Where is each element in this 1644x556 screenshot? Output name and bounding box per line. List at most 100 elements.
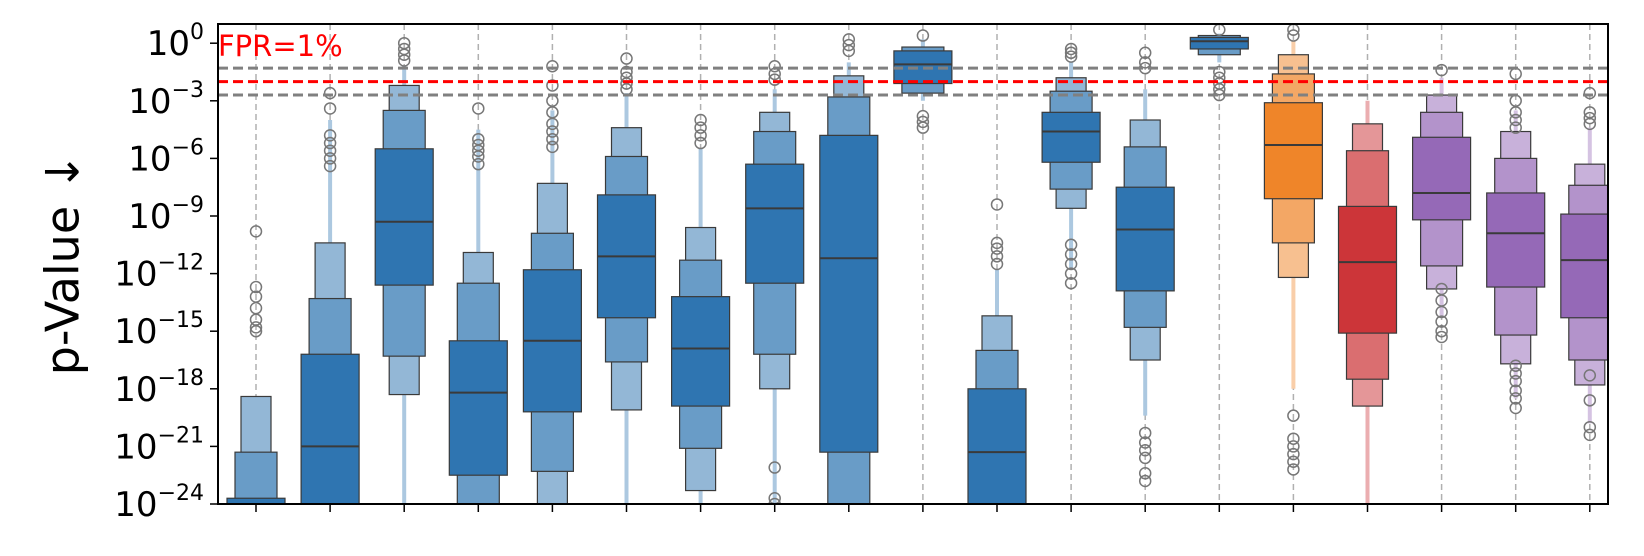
outlier-point — [397, 48, 411, 61]
boxen-box — [1411, 136, 1472, 221]
plot-frame — [217, 23, 1609, 505]
outlier-point — [472, 150, 485, 163]
outlier-point — [249, 225, 263, 238]
outlier-point — [1138, 443, 1152, 457]
outlier-point — [1509, 106, 1522, 119]
boxen-group — [1263, 24, 1324, 476]
boxen-group — [1337, 100, 1398, 504]
outlier-point — [768, 497, 781, 504]
outlier-point — [1287, 455, 1300, 469]
outlier-point — [990, 242, 1004, 255]
boxen-box — [670, 296, 731, 407]
outlier-point — [1138, 467, 1152, 480]
outlier-point — [694, 113, 707, 127]
outlier-point — [1138, 426, 1152, 440]
outlier-point — [1138, 451, 1152, 465]
x-axis-ticks — [255, 504, 1591, 512]
boxen-group — [819, 33, 879, 504]
outlier-point — [1583, 111, 1597, 125]
outlier-point — [1435, 315, 1448, 328]
boxen-box — [1560, 213, 1608, 319]
outlier-point — [916, 29, 930, 42]
y-tick-label: 10−15 — [114, 308, 204, 352]
outlier-point — [546, 140, 559, 154]
boxen-box — [374, 148, 434, 286]
outlier-point — [916, 121, 930, 134]
outlier-point — [323, 152, 337, 165]
outlier-point — [1509, 374, 1522, 388]
outlier-point — [1287, 440, 1300, 453]
outlier-point — [1287, 29, 1300, 42]
outlier-point — [1509, 359, 1522, 373]
outlier-point — [1064, 257, 1078, 271]
outlier-point — [990, 250, 1004, 263]
outlier-point — [472, 144, 485, 157]
outlier-point — [1583, 369, 1597, 382]
outlier-point — [1435, 330, 1448, 344]
boxen-box — [1041, 111, 1101, 163]
outlier-point — [1213, 83, 1226, 96]
outlier-point — [1509, 392, 1522, 405]
outlier-point — [249, 324, 263, 338]
y-tick-label: 10−18 — [114, 366, 204, 410]
boxen-box — [745, 163, 805, 284]
boxen-group — [596, 52, 657, 504]
boxen-box — [1189, 36, 1249, 50]
boxen-box — [1337, 205, 1398, 334]
outlier-point — [916, 115, 930, 129]
boxen-group — [1560, 86, 1608, 442]
outlier-point — [1583, 86, 1597, 100]
outlier-point — [1509, 113, 1522, 127]
boxen-box — [967, 388, 1027, 504]
outlier-point — [1064, 248, 1078, 261]
outlier-point — [1138, 46, 1152, 60]
outlier-point — [1138, 474, 1152, 488]
outlier-point — [546, 79, 559, 92]
outlier-point — [990, 257, 1004, 271]
outlier-point — [323, 136, 337, 150]
outlier-point — [842, 38, 856, 52]
y-axis-label: p-Value ↓ — [36, 153, 90, 376]
boxen-group — [1411, 63, 1472, 344]
boxen-box — [893, 50, 953, 85]
outlier-point — [323, 129, 337, 142]
boxen-group — [522, 59, 583, 504]
y-tick-label: 10−6 — [128, 135, 204, 179]
outlier-point — [1583, 428, 1597, 442]
boxen-group — [967, 198, 1027, 504]
outlier-point — [842, 44, 856, 58]
outlier-point — [1287, 447, 1300, 461]
boxen-group — [1189, 24, 1249, 102]
boxen-series — [226, 24, 1608, 504]
boxen-group — [300, 86, 360, 504]
outlier-point — [323, 102, 337, 115]
y-tick-label: 10−9 — [128, 193, 204, 237]
outlier-point — [472, 102, 485, 115]
outlier-point — [1138, 436, 1152, 449]
outlier-point — [1435, 63, 1448, 77]
outlier-point — [1064, 42, 1078, 56]
outlier-point — [323, 159, 337, 173]
boxen-box — [1486, 192, 1546, 288]
outlier-point — [694, 129, 707, 142]
outlier-point — [1287, 463, 1300, 476]
outlier-point — [694, 136, 707, 150]
outlier-point — [1287, 432, 1300, 445]
boxen-box — [300, 353, 360, 504]
y-tick-label: 10−12 — [114, 251, 204, 295]
outlier-point — [249, 321, 263, 334]
outlier-point — [546, 125, 559, 138]
outlier-point — [990, 236, 1004, 250]
boxen-box — [1115, 186, 1175, 292]
y-tick-label: 100 — [147, 20, 204, 64]
outlier-point — [768, 59, 781, 73]
outlier-point — [1287, 409, 1300, 422]
outlier-point — [1509, 401, 1522, 415]
outlier-point — [768, 461, 781, 474]
outlier-point — [1583, 117, 1597, 131]
outlier-point — [1509, 367, 1522, 380]
outlier-point — [1583, 420, 1597, 434]
outlier-point — [620, 77, 633, 90]
boxen-group — [893, 29, 953, 134]
